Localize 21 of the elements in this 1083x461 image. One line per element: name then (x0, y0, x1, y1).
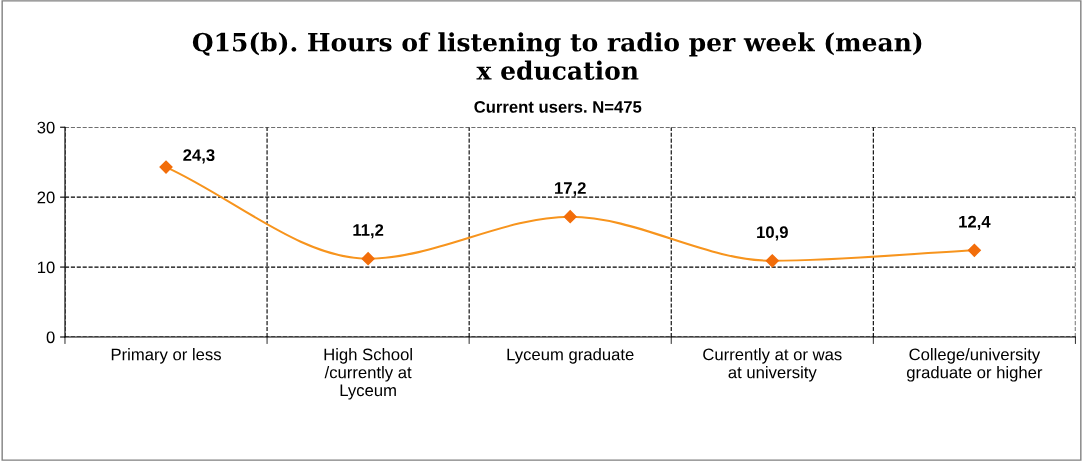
point (967, 243, 981, 257)
data-label: 10,9 (757, 226, 788, 241)
data-label: 17,2 (555, 182, 586, 197)
data-label: 12,4 (959, 215, 991, 230)
chart-title: Q15(b). Hours of listening to radio per week (mean) x education (192, 32, 922, 80)
data-label: 11,2 (353, 224, 384, 239)
y-tick-label: 20 (37, 191, 55, 204)
y-tick-label: 10 (37, 261, 55, 274)
point (563, 210, 577, 224)
x-tick-label: Lyceum graduate (507, 348, 634, 364)
point (765, 254, 779, 268)
x-tick-label: Primary or less (111, 348, 221, 364)
x-tick-label: College/university graduate or higher (906, 348, 1043, 382)
y-tick-label: 30 (37, 121, 55, 134)
data-label: 24,3 (183, 149, 215, 164)
chart-subtitle: Current users. N=475 (474, 101, 642, 113)
x-tick-label: Currently at or was at university (703, 348, 842, 382)
point (159, 160, 173, 174)
point (361, 252, 375, 266)
y-tick-label: 0 (46, 331, 55, 344)
x-tick-label: High School /currently at Lyceum (324, 348, 412, 400)
